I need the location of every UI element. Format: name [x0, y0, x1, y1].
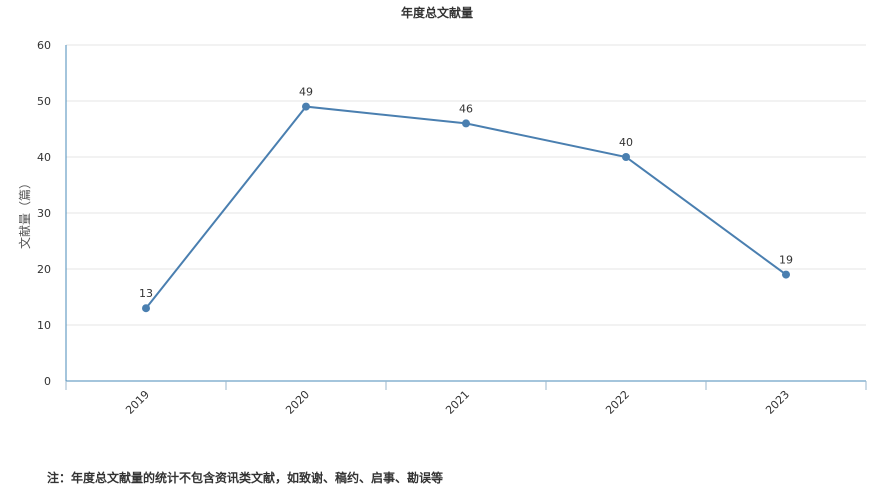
- x-tick-label: 2019: [123, 388, 152, 417]
- data-label: 49: [299, 86, 313, 99]
- data-label: 40: [619, 136, 633, 149]
- chart-title: 年度总文献量: [401, 5, 473, 20]
- y-tick-label: 40: [37, 151, 51, 164]
- x-tick-label: 2021: [443, 388, 472, 417]
- series-group: [142, 102, 790, 313]
- data-point[interactable]: [782, 270, 790, 279]
- y-axis-ticks: 0 10 20 30 40 50 60: [37, 39, 51, 388]
- x-axis-ticks: 2019 2020 2021 2022 2023: [65, 381, 867, 417]
- footnote: 注：年度总文献量的统计不包含资讯类文献，如致谢、稿约、启事、勘误等: [47, 471, 444, 485]
- data-point[interactable]: [142, 304, 150, 313]
- data-label: 13: [139, 287, 153, 300]
- y-tick-label: 50: [37, 95, 51, 108]
- y-tick-label: 20: [37, 263, 51, 276]
- y-tick-label: 60: [37, 39, 51, 52]
- data-label: 46: [459, 102, 473, 115]
- y-axis-label: 文献量（篇）: [17, 177, 32, 249]
- data-point[interactable]: [462, 119, 470, 128]
- data-point[interactable]: [302, 102, 310, 111]
- series-line: [145, 105, 787, 309]
- y-tick-label: 10: [37, 319, 51, 332]
- y-tick-label: 30: [37, 207, 51, 220]
- data-label: 19: [779, 254, 793, 267]
- data-point[interactable]: [622, 153, 630, 161]
- y-tick-label: 0: [44, 375, 51, 388]
- x-tick-label: 2020: [283, 388, 312, 417]
- gridlines: [66, 44, 866, 326]
- data-labels: 13 49 46 40 19: [139, 86, 793, 301]
- axes: [65, 45, 866, 382]
- x-tick-label: 2022: [603, 388, 632, 417]
- x-tick-label: 2023: [763, 388, 792, 417]
